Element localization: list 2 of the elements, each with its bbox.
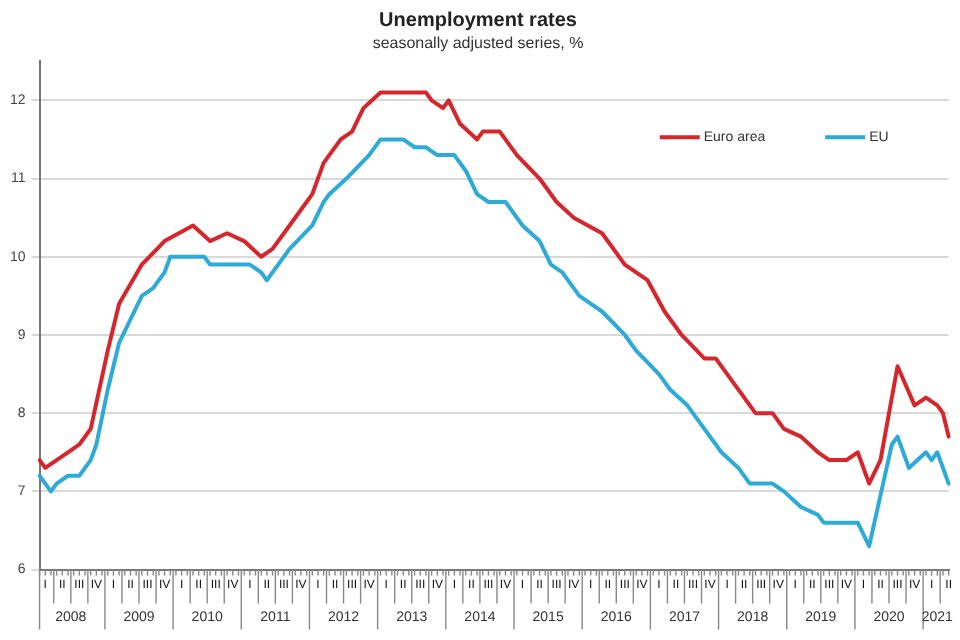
chart-title: Unemployment rates xyxy=(379,9,578,32)
chart-subtitle: seasonally adjusted series, % xyxy=(372,34,584,53)
